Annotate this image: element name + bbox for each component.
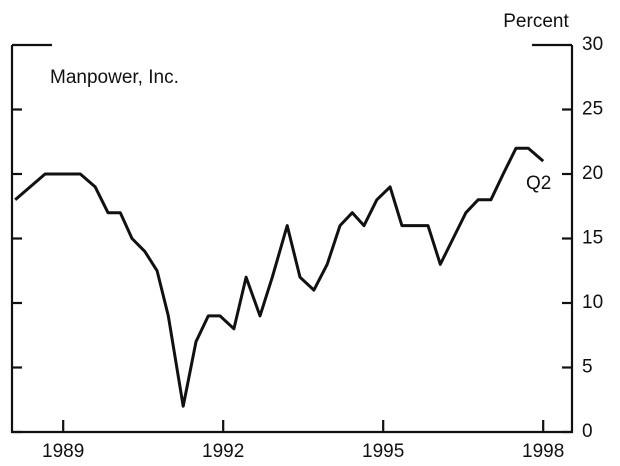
y-tick-label: 10 xyxy=(582,292,603,313)
y-tick-label: 0 xyxy=(582,421,593,442)
series-annotation: Manpower, Inc. xyxy=(50,67,179,88)
y-tick-label: 20 xyxy=(582,163,603,184)
y-tick-label: 15 xyxy=(582,228,603,249)
x-tick-label: 1995 xyxy=(362,441,404,462)
y-axis-label: Percent xyxy=(503,11,569,32)
q2-annotation: Q2 xyxy=(526,173,551,194)
axis-frame xyxy=(10,45,574,434)
x-tick-label: 1989 xyxy=(42,441,84,462)
y-tick-label: 30 xyxy=(582,34,603,55)
data-line xyxy=(14,146,545,408)
y-tick-label: 25 xyxy=(582,99,603,120)
x-tick-label: 1992 xyxy=(202,441,244,462)
x-tick-label: 1998 xyxy=(522,441,564,462)
y-tick-label: 5 xyxy=(582,357,593,378)
